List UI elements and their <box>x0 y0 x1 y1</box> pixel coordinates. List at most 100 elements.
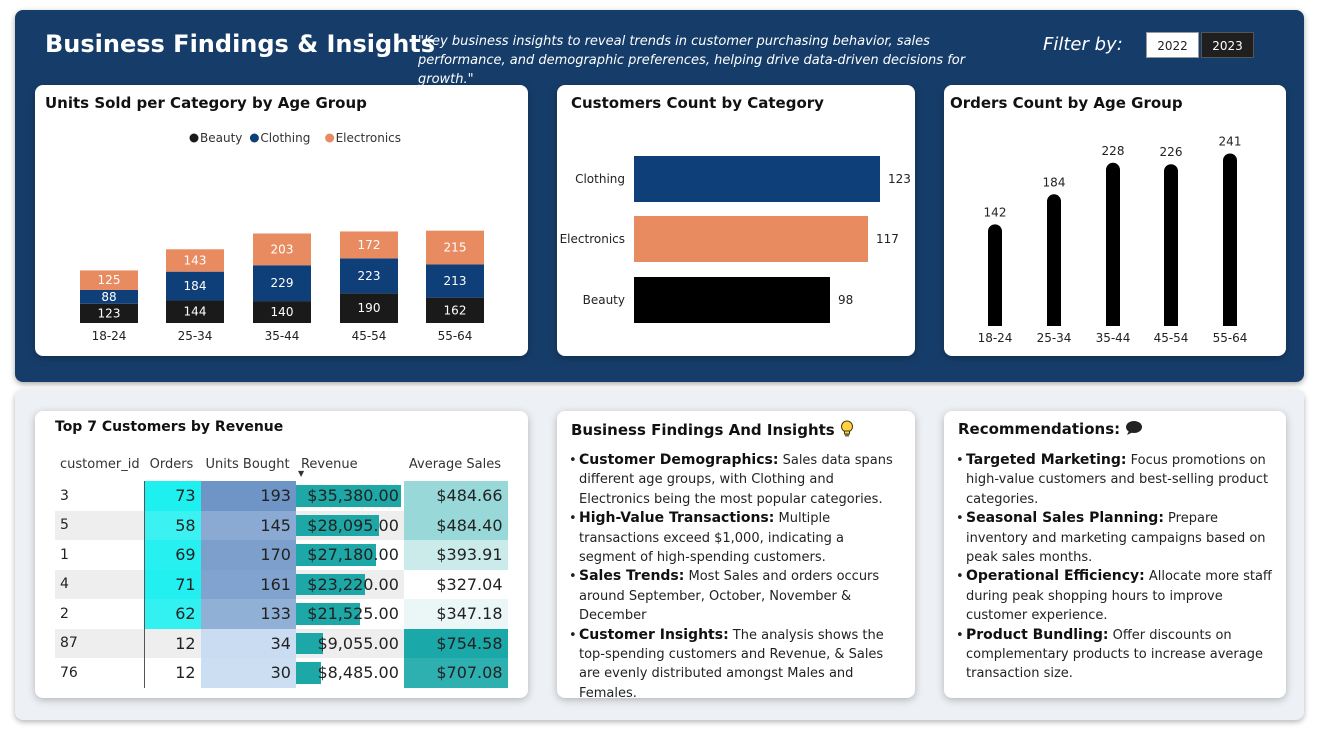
cell-average-sales: $484.40 <box>403 510 508 540</box>
cell-orders: 73 <box>144 481 201 511</box>
recommendations-card: Recommendations: • Targeted Marketing: Fo… <box>944 411 1286 698</box>
revenue-value: $21,525.00 <box>307 604 399 624</box>
bar-electronics <box>634 216 868 262</box>
cell-revenue: $21,525.00 <box>295 599 404 629</box>
table-row[interactable]: 1 69 170 $27,180.00 $393.91 <box>55 540 508 570</box>
revenue-value: $9,055.00 <box>317 633 399 653</box>
data-label: 228 <box>1102 144 1125 158</box>
orders-count-chart: 142 18-24 184 25-34 228 35-44 226 45-54 241 55-64 <box>978 134 1248 345</box>
revenue-value: $27,180.00 <box>307 545 399 565</box>
customers-count-card: Customers Count by Category Clothing 123 E… <box>557 85 915 356</box>
cell-units: 34 <box>200 628 296 658</box>
bullet-icon: • <box>956 453 964 468</box>
data-label: 215 <box>444 240 467 254</box>
revenue-data-bar <box>295 573 365 595</box>
bar-segment-clothing-25-34 <box>166 271 224 301</box>
finding-item-heading: Sales Trends: <box>579 568 685 585</box>
bar-segment-electronics-18-24 <box>80 270 138 290</box>
data-label: 125 <box>98 273 121 287</box>
col-revenue[interactable]: ▼ Revenue <box>296 447 404 481</box>
table-row[interactable]: 4 71 161 $23,220.00 $327.04 <box>55 569 508 599</box>
revenue-data-bar <box>295 662 322 684</box>
cell-orders: 69 <box>144 540 201 570</box>
bar-base-55-64 <box>1223 316 1237 326</box>
y-tick-label: Clothing <box>575 172 625 186</box>
units-sold-chart: Beauty Clothing Electronics 123 88 125 18-24 14… <box>80 131 484 343</box>
data-label: 223 <box>358 269 381 283</box>
revenue-data-bar <box>295 632 323 654</box>
bullet-icon: • <box>569 627 577 643</box>
y-tick-label: Electronics <box>560 232 625 246</box>
filter-2023-button[interactable]: 2023 <box>1201 32 1254 58</box>
cell-average-sales: $707.08 <box>403 658 508 688</box>
bar-35-44 <box>1106 162 1120 326</box>
bar-base-18-24 <box>988 316 1002 326</box>
bar-segment-beauty-35-44 <box>253 301 311 323</box>
data-label: 123 <box>888 172 911 186</box>
data-label: 143 <box>184 253 207 267</box>
revenue-value: $35,380.00 <box>307 486 399 506</box>
bar-segment-beauty-45-54 <box>340 293 398 323</box>
bullet-icon: • <box>569 453 577 468</box>
data-label: 123 <box>98 306 121 320</box>
data-label: 172 <box>358 238 381 252</box>
x-tick-label: 35-44 <box>265 329 300 343</box>
col-average-sales[interactable]: Average Sales <box>408 456 501 472</box>
recommendation-item-heading: Seasonal Sales Planning: <box>966 510 1164 527</box>
page-title: Business Findings & Insights <box>45 30 436 58</box>
cell-units: 145 <box>200 510 296 540</box>
cell-orders: 62 <box>144 599 201 629</box>
top-customers-title: Top 7 Customers by Revenue <box>55 419 284 435</box>
table-row[interactable]: 2 62 133 $21,525.00 $347.18 <box>55 599 508 629</box>
col-orders[interactable]: Orders <box>149 456 194 472</box>
recommendations-list: • Targeted Marketing: Focus promotions on… <box>954 451 1280 684</box>
table-row[interactable]: 5 58 145 $28,095.00 $484.40 <box>55 510 508 540</box>
x-tick-label: 18-24 <box>92 329 127 343</box>
recommendation-item-heading: Targeted Marketing: <box>966 452 1127 468</box>
table-row[interactable]: 3 73 193 $35,380.00 $484.66 <box>55 481 508 511</box>
finding-item: • High-Value Transactions: Multiple trans… <box>567 509 905 567</box>
recommendation-item-text: Prepare inventory and marketing campaign… <box>966 511 1266 566</box>
x-tick-label: 55-64 <box>1213 331 1248 345</box>
finding-item-heading: High-Value Transactions: <box>579 510 775 527</box>
filter-2022-button[interactable]: 2022 <box>1146 32 1199 58</box>
data-label: 98 <box>838 293 853 307</box>
bar-base-35-44 <box>1106 316 1120 326</box>
orders-count-title: Orders Count by Age Group <box>950 94 1183 112</box>
bullet-icon: • <box>956 627 964 643</box>
bar-segment-beauty-18-24 <box>80 303 138 323</box>
cell-customer-id: 2 <box>55 599 146 629</box>
bar-clothing <box>634 156 880 202</box>
cell-customer-id: 87 <box>55 628 146 658</box>
bar-segment-clothing-18-24 <box>80 289 138 304</box>
bar-segment-electronics-45-54 <box>340 231 398 259</box>
units-sold-card: Units Sold per Category by Age Group Bea… <box>35 85 528 356</box>
units-sold-title: Units Sold per Category by Age Group <box>45 94 367 112</box>
cell-average-sales: $347.18 <box>403 599 508 629</box>
col-customer-id[interactable]: customer_id <box>60 456 140 472</box>
data-label: 190 <box>358 301 381 315</box>
orders-count-card: Orders Count by Age Group 142 18-24 184 25-… <box>944 85 1286 356</box>
finding-item: • Customer Demographics: Sales data spans… <box>567 451 905 509</box>
x-tick-label: 45-54 <box>352 329 387 343</box>
filter-label: Filter by: <box>1043 34 1123 55</box>
finding-item-heading: Customer Demographics: <box>579 452 779 468</box>
col-units-bought[interactable]: Units Bought <box>205 456 290 472</box>
data-label: 142 <box>984 205 1007 219</box>
x-tick-label: 18-24 <box>978 331 1013 345</box>
recommendation-item: • Targeted Marketing: Focus promotions on… <box>954 451 1280 509</box>
bullet-icon: • <box>569 569 577 585</box>
table-row[interactable]: 76 12 30 $8,485.00 $707.08 <box>55 658 508 688</box>
bar-55-64 <box>1223 153 1237 326</box>
data-label: 140 <box>271 305 294 319</box>
legend-label-clothing: Clothing <box>260 131 310 145</box>
recommendation-item-text: Offer discounts on complementary product… <box>966 627 1263 682</box>
bar-segment-clothing-45-54 <box>340 258 398 294</box>
cell-customer-id: 3 <box>55 481 146 511</box>
cell-customer-id: 76 <box>55 658 146 688</box>
cell-revenue: $35,380.00 <box>295 481 404 511</box>
table-row[interactable]: 87 12 34 $9,055.00 $754.58 <box>55 628 508 658</box>
revenue-data-bar <box>295 603 360 625</box>
cell-average-sales: $327.04 <box>403 569 508 599</box>
x-tick-label: 45-54 <box>1154 331 1189 345</box>
